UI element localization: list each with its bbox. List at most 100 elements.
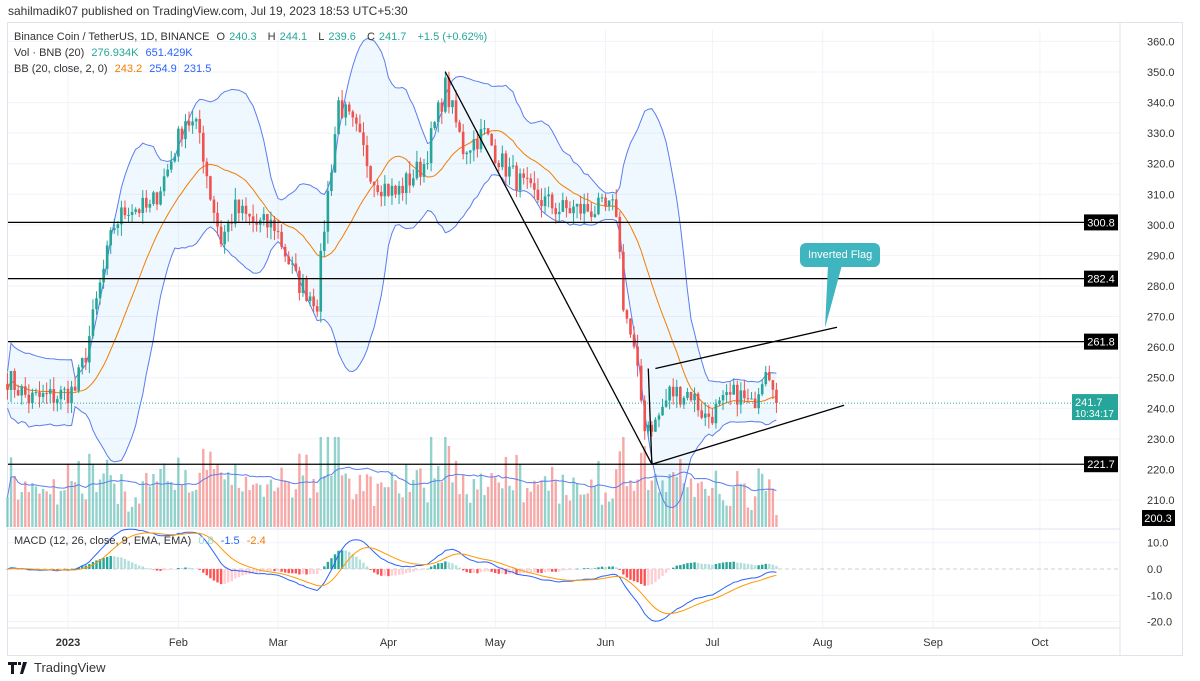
publisher-line: sahilmadik07 published on TradingView.co… [8, 4, 408, 18]
volume-bar [736, 471, 739, 527]
macd-histogram-bar [739, 562, 743, 569]
volume-bar [689, 478, 693, 527]
macd-histogram-bar [269, 569, 273, 572]
volume-bar [415, 470, 419, 527]
candle-body [675, 386, 679, 397]
candle-body [461, 131, 465, 155]
macd-histogram-bar [461, 569, 465, 571]
volume-bar [693, 496, 696, 527]
macd-histogram-bar [348, 551, 351, 569]
volume-bar [127, 511, 130, 527]
macd-histogram-bar [355, 556, 358, 569]
candle-body [276, 230, 280, 232]
volume-bar [526, 488, 529, 527]
macd-histogram-bar [629, 569, 632, 580]
volume-bar [590, 479, 593, 527]
candle-body [6, 383, 9, 390]
candle-body [88, 336, 91, 363]
volume-bar [405, 464, 408, 527]
volume-bar [515, 455, 518, 527]
candle-body [31, 392, 34, 404]
candle-body [201, 132, 205, 162]
volume-bar [234, 463, 237, 527]
macd-histogram-bar [704, 563, 707, 569]
candle-body [654, 419, 657, 432]
price-tick: 290.0 [1147, 250, 1175, 262]
macd-histogram-bar [743, 563, 746, 569]
candle-body [34, 392, 38, 394]
macd-histogram-bar [654, 569, 657, 582]
volume-bar [533, 480, 536, 527]
volume-bar [643, 446, 646, 527]
macd-histogram-bar [52, 569, 55, 570]
trendline [444, 71, 653, 465]
volume-bar [554, 480, 557, 527]
countdown-label: 10:34:17 [1075, 409, 1114, 420]
macd-histogram-bar [440, 563, 443, 569]
macd-histogram-bar [166, 569, 169, 571]
volume-bar [454, 460, 458, 527]
candle-body [465, 152, 469, 155]
macd-histogram-bar [611, 566, 614, 569]
volume-bar [20, 492, 23, 527]
macd-histogram-bar [668, 569, 671, 570]
volume-bar [568, 500, 572, 527]
candle-body [376, 185, 380, 192]
volume-bar [654, 473, 657, 527]
candle-body [73, 386, 77, 391]
candle-body [547, 194, 550, 197]
candle-body [444, 77, 447, 112]
candle-body [379, 191, 383, 197]
macd-histogram-bar [401, 569, 404, 575]
macd-histogram-bar [394, 569, 397, 576]
volume-bar [522, 502, 525, 527]
macd-histogram-bar [721, 562, 725, 569]
volume-bar [461, 474, 465, 527]
volume-bar [750, 509, 753, 527]
candle-body [223, 231, 226, 245]
macd-histogram-bar [572, 569, 575, 570]
macd-histogram-bar [625, 569, 629, 578]
macd-histogram-bar [280, 569, 283, 572]
volume-bar [173, 489, 176, 527]
time-tick: Sep [923, 637, 943, 649]
bb-basis-line [7, 130, 777, 410]
macd-histogram-bar [227, 569, 230, 583]
bb-upper-value: 254.9 [149, 63, 177, 75]
volume-bar [340, 475, 344, 527]
volume-bar [636, 479, 639, 527]
candle-body [625, 310, 629, 319]
macd-histogram-bar [533, 569, 536, 573]
macd-histogram-bar [276, 569, 280, 572]
bb-legend: BB (20, close, 2, 0) 243.2 254.9 231.5 [14, 63, 215, 75]
macd-histogram-bar [458, 567, 461, 569]
inverted-flag-callout[interactable]: Inverted Flag [800, 243, 881, 267]
macd-histogram-bar [209, 569, 212, 579]
volume-bar [497, 482, 500, 527]
level-label-bg [1084, 270, 1118, 287]
macd-histogram-bar [351, 553, 354, 569]
price-tick: 350.0 [1147, 67, 1175, 79]
volume-bar [358, 474, 362, 527]
candle-body [540, 200, 543, 207]
price-tick: 360.0 [1147, 36, 1175, 48]
candle-body [98, 282, 102, 299]
candle-body [604, 197, 607, 207]
macd-signal-line [7, 532, 777, 615]
macd-histogram-bar [447, 562, 451, 569]
macd-histogram-bar [689, 562, 693, 569]
volume-bar [718, 493, 721, 527]
candle-body [298, 270, 301, 293]
macd-histogram-bar [746, 563, 750, 569]
macd-histogram-bar [202, 569, 205, 573]
macd-histogram-bar [579, 568, 582, 570]
candle-body [173, 156, 177, 162]
high-label: H [267, 31, 276, 43]
macd-histogram-bar [70, 568, 73, 570]
macd-histogram-bar [732, 561, 735, 569]
macd-histogram-bar [426, 568, 429, 570]
volume-bar [130, 506, 134, 527]
candle-body [77, 367, 80, 391]
candle-body [251, 216, 255, 222]
